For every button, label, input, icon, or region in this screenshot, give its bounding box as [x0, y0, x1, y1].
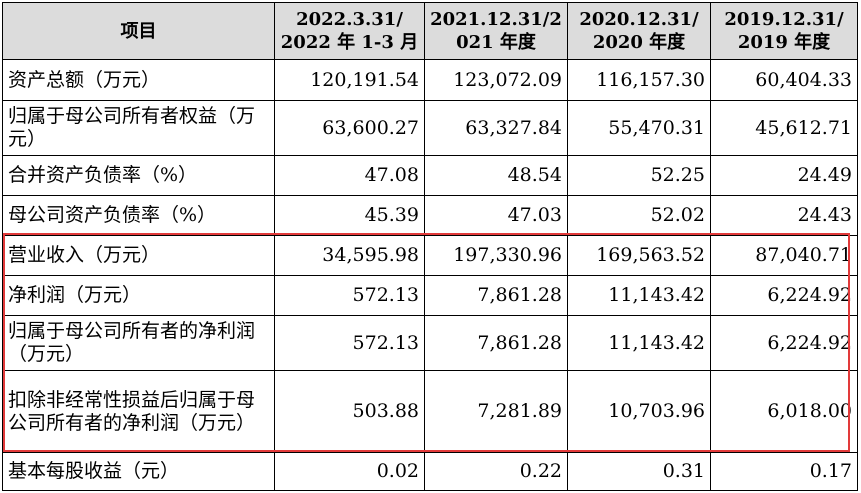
cell-value: 0.02 [274, 452, 425, 491]
header-period-label: 2020 年度 [592, 32, 686, 53]
row-label: 合并资产负债率（%） [2, 155, 275, 196]
cell-value: 45,612.71 [710, 100, 858, 156]
cell-value: 7,281.89 [424, 370, 568, 453]
cell-value: 572.13 [274, 275, 425, 316]
header-item: 项目 [2, 2, 275, 60]
cell-value: 503.88 [274, 370, 425, 453]
row-label: 净利润（万元） [2, 275, 275, 316]
header-period-label: 2019 年度 [737, 32, 831, 53]
cell-value: 169,563.52 [567, 235, 711, 276]
cell-value: 11,143.42 [567, 315, 711, 371]
cell-value: 572.13 [274, 315, 425, 371]
table-row: 基本每股收益（元） 0.02 0.22 0.31 0.17 [2, 452, 858, 491]
cell-value: 123,072.09 [424, 59, 568, 101]
cell-value: 120,191.54 [274, 59, 425, 101]
cell-value: 7,861.28 [424, 275, 568, 316]
row-label: 归属于母公司所有者的净利润（万元） [2, 315, 275, 371]
cell-value: 197,330.96 [424, 235, 568, 276]
cell-value: 55,470.31 [567, 100, 711, 156]
cell-value: 63,327.84 [424, 100, 568, 156]
cell-value: 6,018.00 [710, 370, 858, 453]
header-period-label: 021 年度 [456, 32, 536, 53]
row-label: 基本每股收益（元） [2, 452, 275, 491]
cell-value: 6,224.92 [710, 275, 858, 316]
header-period-date: 2020.12.31/ [579, 9, 699, 30]
cell-value: 47.08 [274, 155, 425, 196]
cell-value: 60,404.33 [710, 59, 858, 101]
header-period-date: 2019.12.31/ [724, 9, 844, 30]
header-period: 2021.12.31/2 021 年度 [424, 2, 568, 60]
cell-value: 63,600.27 [274, 100, 425, 156]
cell-value: 87,040.71 [710, 235, 858, 276]
table-row: 资产总额（万元） 120,191.54 123,072.09 116,157.3… [2, 59, 858, 101]
cell-value: 47.03 [424, 195, 568, 236]
header-period-date: 2022.3.31/ [296, 9, 403, 30]
cell-value: 10,703.96 [567, 370, 711, 453]
table-row: 扣除非经常性损益后归属于母公司所有者的净利润（万元） 503.88 7,281.… [2, 370, 858, 453]
cell-value: 0.22 [424, 452, 568, 491]
cell-value: 34,595.98 [274, 235, 425, 276]
table-row: 合并资产负债率（%） 47.08 48.54 52.25 24.49 [2, 155, 858, 196]
table-header-row: 项目 2022.3.31/ 2022 年 1-3 月 2021.12.31/2 … [2, 2, 858, 60]
cell-value: 24.49 [710, 155, 858, 196]
row-label: 归属于母公司所有者权益（万元） [2, 100, 275, 156]
cell-value: 11,143.42 [567, 275, 711, 316]
header-period: 2020.12.31/ 2020 年度 [567, 2, 711, 60]
cell-value: 52.02 [567, 195, 711, 236]
table-row: 归属于母公司所有者权益（万元） 63,600.27 63,327.84 55,4… [2, 100, 858, 156]
table-row: 母公司资产负债率（%） 45.39 47.03 52.02 24.43 [2, 195, 858, 236]
row-label: 母公司资产负债率（%） [2, 195, 275, 236]
cell-value: 24.43 [710, 195, 858, 236]
row-label: 营业收入（万元） [2, 235, 275, 276]
cell-value: 116,157.30 [567, 59, 711, 101]
cell-value: 52.25 [567, 155, 711, 196]
cell-value: 7,861.28 [424, 315, 568, 371]
header-period-label: 2022 年 1-3 月 [280, 32, 419, 53]
header-period-date: 2021.12.31/2 [430, 9, 562, 30]
cell-value: 45.39 [274, 195, 425, 236]
table-row: 营业收入（万元） 34,595.98 197,330.96 169,563.52… [2, 235, 858, 276]
row-label: 扣除非经常性损益后归属于母公司所有者的净利润（万元） [2, 370, 275, 453]
header-period: 2019.12.31/ 2019 年度 [710, 2, 858, 60]
table-row: 净利润（万元） 572.13 7,861.28 11,143.42 6,224.… [2, 275, 858, 316]
cell-value: 0.17 [710, 452, 858, 491]
table-row: 归属于母公司所有者的净利润（万元） 572.13 7,861.28 11,143… [2, 315, 858, 371]
cell-value: 6,224.92 [710, 315, 858, 371]
cell-value: 0.31 [567, 452, 711, 491]
row-label: 资产总额（万元） [2, 59, 275, 101]
header-period: 2022.3.31/ 2022 年 1-3 月 [274, 2, 425, 60]
cell-value: 48.54 [424, 155, 568, 196]
